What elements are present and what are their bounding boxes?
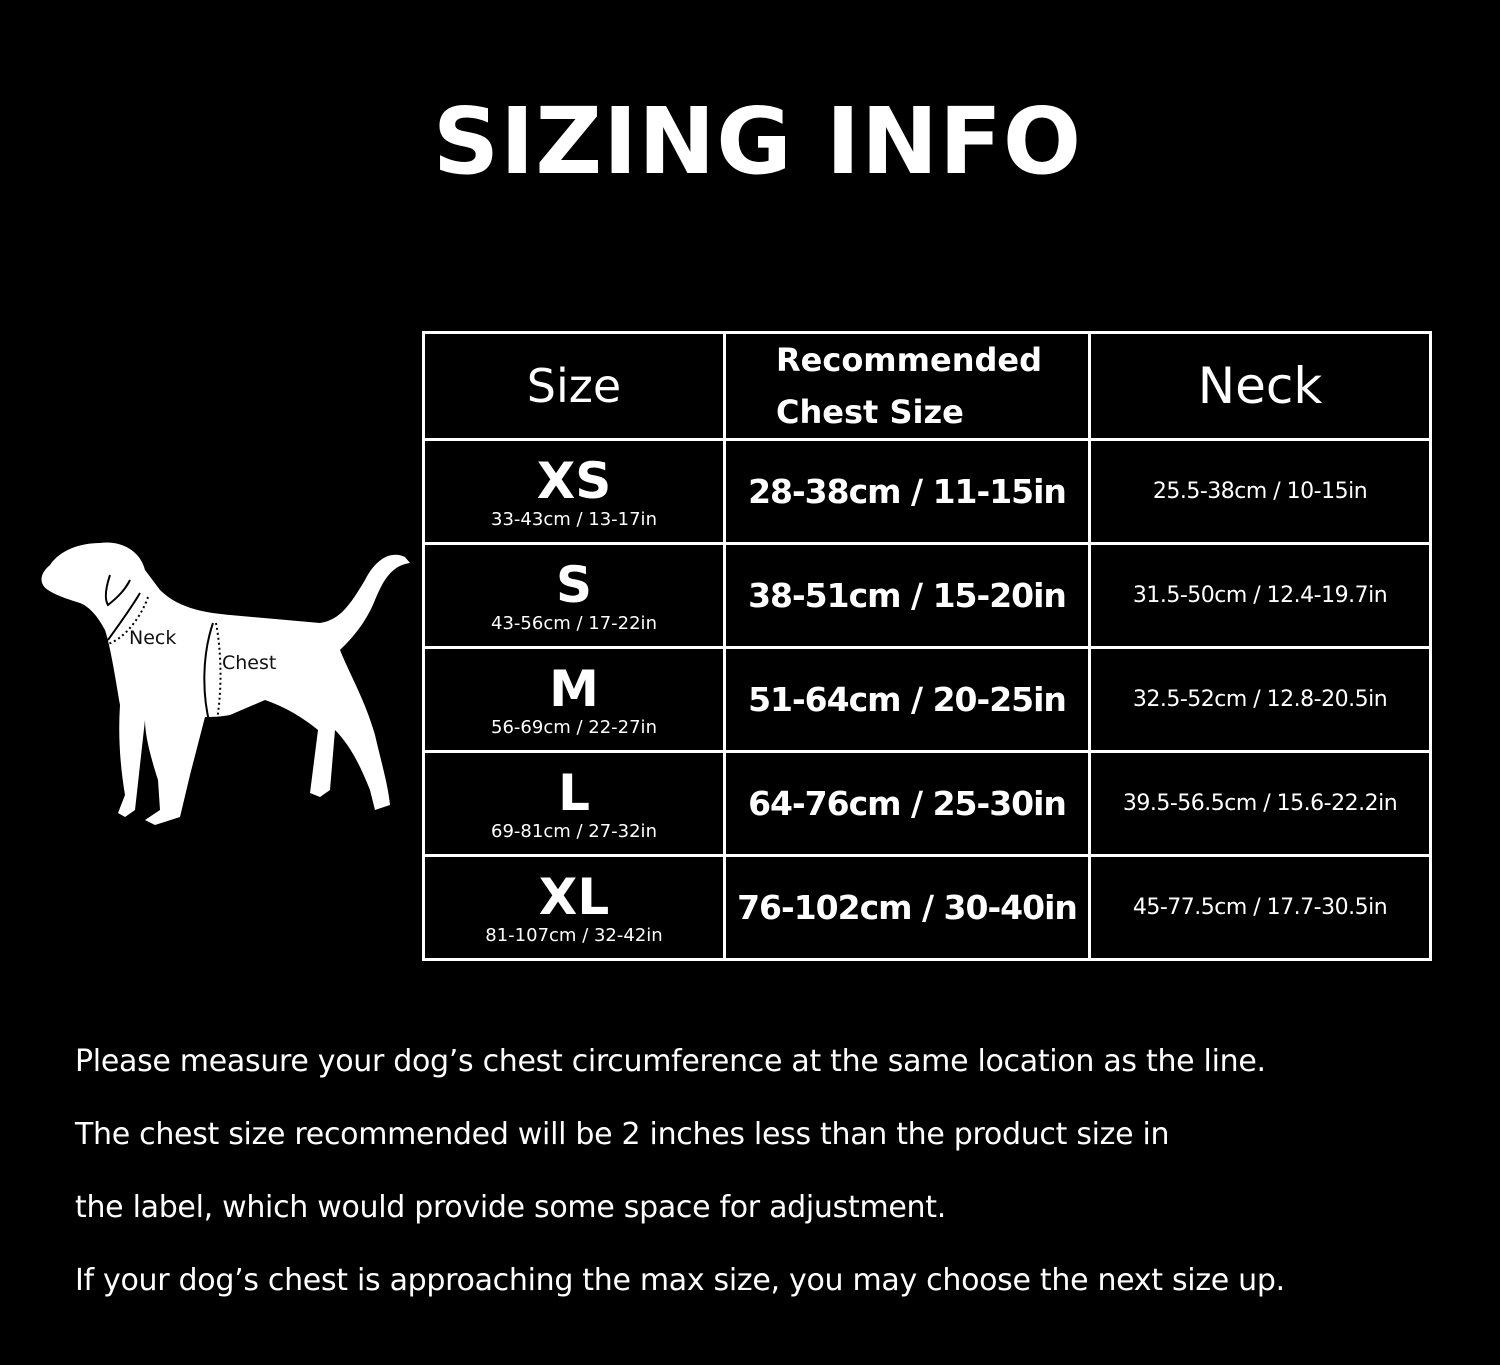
note-line: The chest size recommended will be 2 inc… [75, 1117, 1170, 1152]
neck-size-cell: 32.5-52cm / 12.8-20.5in [1088, 646, 1432, 753]
size-cell: L 69-81cm / 27-32in [422, 750, 726, 857]
chest-size-cell: 64-76cm / 25-30in [723, 750, 1091, 857]
product-size: 56-69cm / 22-27in [491, 716, 657, 738]
product-size: 43-56cm / 17-22in [491, 612, 657, 634]
note-line: If your dog’s chest is approaching the m… [75, 1263, 1285, 1298]
note-line: the label, which would provide some spac… [75, 1190, 946, 1225]
size-label: L [558, 763, 590, 822]
neck-size-cell: 31.5-50cm / 12.4-19.7in [1088, 542, 1432, 649]
size-label: XS [536, 451, 612, 510]
product-size: 69-81cm / 27-32in [491, 820, 657, 842]
header-chest-line1: Recommended [776, 341, 1042, 379]
chest-size-cell: 76-102cm / 30-40in [723, 854, 1091, 961]
product-size: 33-43cm / 13-17in [491, 508, 657, 530]
header-size: Size [422, 331, 726, 441]
note-line: Please measure your dog’s chest circumfe… [75, 1044, 1266, 1079]
size-label: S [555, 555, 592, 614]
sizing-table: Size Recommended Chest Size Neck XS 33-43… [422, 331, 1432, 961]
dog-silhouette-icon [41, 542, 410, 825]
neck-size-cell: 25.5-38cm / 10-15in [1088, 438, 1432, 545]
chest-size-cell: 28-38cm / 11-15in [723, 438, 1091, 545]
size-label: M [549, 659, 599, 718]
table-row: XS 33-43cm / 13-17in 28-38cm / 11-15in 25.5… [422, 438, 1432, 545]
table-row: XL 81-107cm / 32-42in 76-102cm / 30-40in 45… [422, 854, 1432, 961]
chest-size-cell: 38-51cm / 15-20in [723, 542, 1091, 649]
sizing-notes: Please measure your dog’s chest circumfe… [75, 1038, 1285, 1330]
size-label: XL [538, 867, 610, 926]
header-chest: Recommended Chest Size [723, 331, 1091, 441]
neck-size-cell: 39.5-56.5cm / 15.6-22.2in [1088, 750, 1432, 857]
size-cell: S 43-56cm / 17-22in [422, 542, 726, 649]
table-row: M 56-69cm / 22-27in 51-64cm / 20-25in 32.5-… [422, 646, 1432, 753]
header-neck: Neck [1088, 331, 1432, 441]
product-size: 81-107cm / 32-42in [485, 924, 663, 946]
neck-label: Neck [129, 627, 177, 649]
neck-size-cell: 45-77.5cm / 17.7-30.5in [1088, 854, 1432, 961]
table-row: L 69-81cm / 27-32in 64-76cm / 25-30in 39.5-… [422, 750, 1432, 857]
table-header-row: Size Recommended Chest Size Neck [422, 331, 1432, 441]
size-cell: M 56-69cm / 22-27in [422, 646, 726, 753]
size-cell: XS 33-43cm / 13-17in [422, 438, 726, 545]
page-title: SIZING INFO [432, 88, 1083, 195]
header-chest-line2: Chest Size [776, 393, 964, 431]
chest-size-cell: 51-64cm / 20-25in [723, 646, 1091, 753]
dog-measurement-diagram: Neck Chest [30, 535, 410, 825]
table-row: S 43-56cm / 17-22in 38-51cm / 15-20in 31.5-… [422, 542, 1432, 649]
size-cell: XL 81-107cm / 32-42in [422, 854, 726, 961]
chest-label: Chest [222, 652, 277, 674]
